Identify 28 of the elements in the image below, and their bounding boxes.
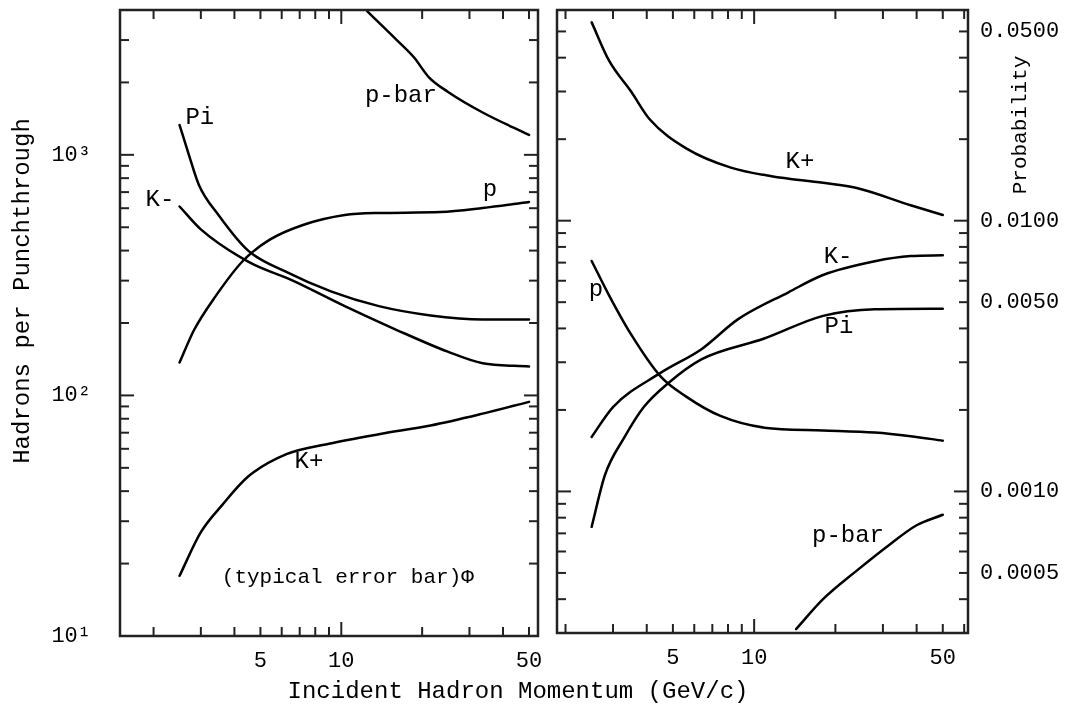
series-label: K- <box>823 243 853 271</box>
y-tick-label: 10¹ <box>51 623 91 649</box>
y-tick-label: 0.0500 <box>980 19 1060 45</box>
series-label: K- <box>145 186 175 214</box>
y-tick-label: 0.0100 <box>980 208 1060 234</box>
x-tick-label: 10 <box>328 649 355 675</box>
x-tick-label: 5 <box>666 646 680 672</box>
y-tick-label: 10² <box>51 383 91 409</box>
y-axis-title: Hadrons per Punchthrough <box>9 118 37 464</box>
series-label: p-bar <box>811 522 884 550</box>
x-tick-label: 10 <box>740 646 768 672</box>
series-label: Pi <box>185 104 215 132</box>
y-tick-label: 10³ <box>51 142 91 168</box>
y-tick-label: 0.0005 <box>980 560 1060 586</box>
y-tick-label: 0.0050 <box>980 290 1060 316</box>
y-axis-title: Probability <box>1008 55 1032 195</box>
x-tick-label: 5 <box>253 649 268 675</box>
series-label: p <box>482 176 498 204</box>
series-label: K+ <box>294 448 324 476</box>
series-label: p <box>588 276 604 304</box>
series-label: p-bar <box>364 82 437 110</box>
x-axis-title: Incident Hadron Momentum (GeV/c) <box>287 678 749 706</box>
annotation: (typical error bar)Φ <box>221 566 475 590</box>
x-tick-label: 50 <box>515 649 543 675</box>
y-tick-label: 0.0010 <box>980 479 1060 505</box>
x-tick-label: 50 <box>929 646 956 672</box>
series-label: Pi <box>824 313 854 341</box>
series-label: K+ <box>785 148 815 176</box>
